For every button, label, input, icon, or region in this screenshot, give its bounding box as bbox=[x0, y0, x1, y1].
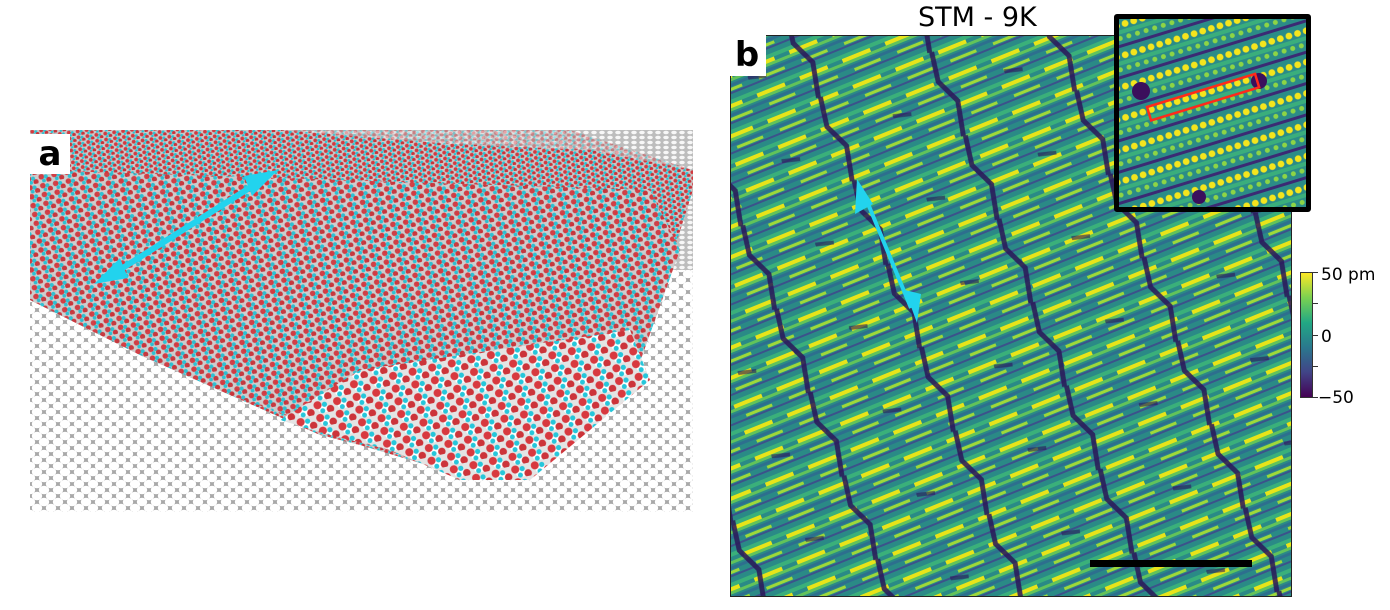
panel-label-a: a bbox=[30, 134, 70, 174]
panel-label-b: b bbox=[728, 34, 766, 76]
colorbar-tick bbox=[1313, 366, 1318, 367]
colorbar-max-label: 50 pm bbox=[1321, 265, 1376, 285]
stm-inset-zoom bbox=[1114, 14, 1311, 212]
colorbar-tick bbox=[1313, 272, 1318, 273]
scale-bar bbox=[1090, 560, 1252, 567]
orientation-arrow-icon bbox=[855, 179, 921, 323]
inset-image-render bbox=[1119, 19, 1306, 207]
colorbar-tick bbox=[1313, 335, 1318, 336]
orientation-arrow-icon bbox=[94, 170, 278, 284]
colorbar bbox=[1300, 272, 1313, 398]
colorbar-tick bbox=[1313, 397, 1318, 398]
colorbar-tick bbox=[1313, 303, 1318, 304]
colorbar-min-label: −50 bbox=[1318, 388, 1354, 408]
panel-b-title: STM - 9K bbox=[918, 2, 1037, 33]
panel-a-render bbox=[30, 130, 693, 512]
molecular-lattice-render bbox=[30, 130, 693, 512]
highlight-rectangle bbox=[1145, 72, 1261, 122]
colorbar-mid-label: 0 bbox=[1321, 327, 1332, 347]
